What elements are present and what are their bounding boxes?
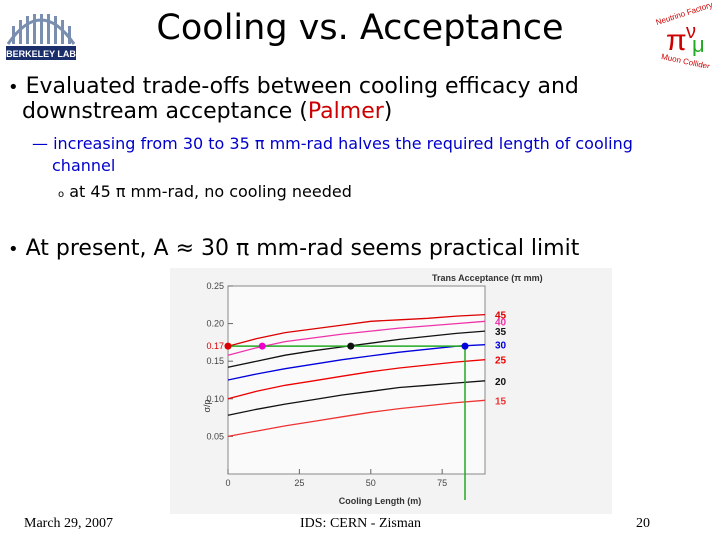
series-line-35 [227, 330, 486, 368]
series-label-35: 35 [495, 327, 507, 338]
bullet-dot: • [8, 77, 19, 98]
pi-symbol-icon: π [666, 24, 687, 57]
series-line-20 [227, 380, 486, 416]
logo-text: BERKELEY LAB [6, 49, 76, 59]
series-label-40: 40 [495, 317, 507, 328]
series-line-40 [227, 320, 486, 356]
footer-page-number: 20 [636, 516, 650, 531]
y-tick-label: 0.25 [206, 281, 224, 291]
sub-bullet-1-continued: channel [52, 156, 116, 175]
series-label-45: 45 [495, 311, 507, 322]
footer-center: IDS: CERN - Zisman [300, 516, 421, 531]
sub-sub-bullet-1-text: at 45 π mm-rad, no cooling needed [69, 182, 352, 201]
marker-30 [461, 342, 469, 350]
bullet-1-line-1: Evaluated trade-offs between cooling eff… [25, 74, 579, 99]
slide-title: Cooling vs. Acceptance [156, 8, 564, 48]
x-tick-label: 50 [366, 478, 376, 488]
mu-symbol-icon: μ [692, 32, 705, 57]
bullet-1: • Evaluated trade-offs between cooling e… [8, 74, 579, 99]
acceptance-chart-svg: Trans Acceptance (π mm) Cooling Length (… [170, 268, 612, 514]
sub-sub-bullet-1: o at 45 π mm-rad, no cooling needed [58, 182, 352, 201]
marker-40 [258, 342, 266, 350]
y-tick-label: 0.05 [206, 431, 224, 441]
nu-symbol-icon: ν [686, 21, 696, 43]
bullet-dot: • [8, 239, 19, 260]
y-tick-label: 0.10 [206, 394, 224, 404]
x-tick-label: 0 [225, 478, 230, 488]
berkeley-lab-logo: BERKELEY LAB [4, 4, 78, 62]
footer-date: March 29, 2007 [24, 516, 114, 531]
marker-45 [224, 342, 232, 350]
bullet-2: • At present, A ≈ 30 π mm-rad seems prac… [8, 236, 579, 261]
bullet-1-continued: downstream acceptance (Palmer) [22, 99, 392, 124]
y-tick-label: 0.15 [206, 356, 224, 366]
acceptance-chart: Trans Acceptance (π mm) Cooling Length (… [170, 268, 612, 514]
plot-area [227, 285, 486, 475]
x-tick-label: 75 [437, 478, 447, 488]
bullet-1-line-2b: ) [383, 99, 393, 124]
series-label-15: 15 [495, 396, 507, 407]
circle-marker: o [58, 189, 65, 200]
dash-marker: — [32, 134, 48, 153]
threshold-annotation: 0.17 [206, 341, 224, 351]
y-tick-label: 0.20 [206, 319, 224, 329]
neutrino-factory-logo: Neutrino Factory π ν μ Muon Collider [652, 0, 718, 71]
sub-bullet-1-line-1: increasing from 30 to 35 π mm-rad halves… [53, 134, 633, 153]
x-tick-label: 25 [294, 478, 304, 488]
series-line-45 [227, 313, 486, 347]
neutrino-factory-logo-graphic: Neutrino Factory π ν μ Muon Collider [655, 0, 714, 71]
bullet-2-text: At present, A ≈ 30 π mm-rad seems practi… [25, 236, 580, 261]
berkeley-lab-logo-graphic: BERKELEY LAB [6, 14, 76, 60]
series-line-25 [227, 359, 486, 400]
palmer-highlight: Palmer [307, 99, 384, 124]
marker-35 [347, 342, 355, 350]
series-label-25: 25 [495, 356, 507, 367]
chart-title: Trans Acceptance (π mm) [432, 273, 543, 283]
series-label-20: 20 [495, 377, 507, 388]
bullet-1-line-2a: downstream acceptance ( [22, 99, 308, 124]
series-line-15 [227, 399, 486, 438]
sub-bullet-1: — increasing from 30 to 35 π mm-rad halv… [32, 134, 633, 153]
series-line-30 [227, 344, 486, 381]
x-axis-label: Cooling Length (m) [339, 496, 421, 506]
series-label-30: 30 [495, 341, 507, 352]
y-axis-label: σ/p [202, 399, 212, 412]
